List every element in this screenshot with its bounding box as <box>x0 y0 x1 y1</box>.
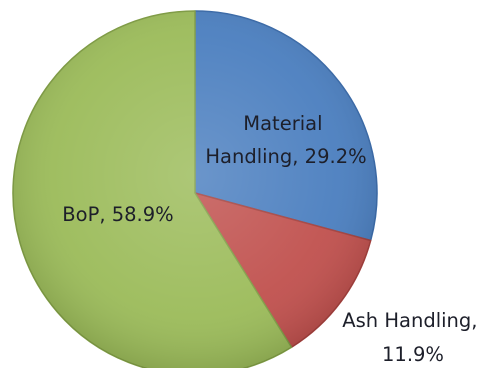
slice-label-material-handling: Material Handling, 29.2% <box>205 112 366 168</box>
slice-label-line: 11.9% <box>382 343 444 366</box>
slice-label-bop: BoP, 58.9% <box>62 203 173 226</box>
slice-label-line: Handling, 29.2% <box>205 145 366 168</box>
pie-slices <box>12 10 378 368</box>
slice-label-line: Material <box>243 112 322 135</box>
slice-label-ash-handling: Ash Handling, 11.9% <box>342 309 483 366</box>
slice-label-line: Ash Handling, <box>342 309 477 332</box>
slice-label-line: BoP, 58.9% <box>62 203 173 226</box>
